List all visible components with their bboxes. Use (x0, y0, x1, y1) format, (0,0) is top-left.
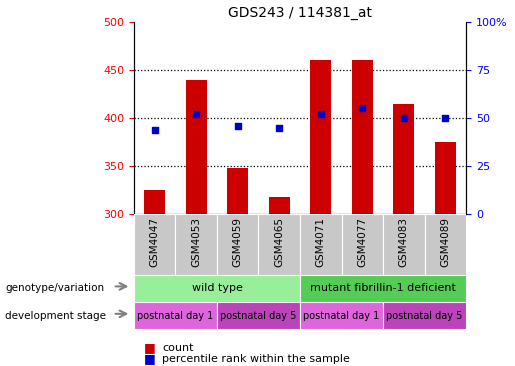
Point (192, 111, 200, 117)
Point (358, 105, 366, 111)
Text: GSM4047: GSM4047 (150, 217, 160, 267)
Text: postnatal day 1: postnatal day 1 (303, 311, 380, 321)
Point (150, 127, 159, 132)
Bar (259, 214, 300, 274)
Text: GSM4065: GSM4065 (274, 217, 284, 267)
Bar (144, 190, 165, 214)
Bar (311, 60, 331, 214)
Text: GSM4089: GSM4089 (440, 217, 450, 267)
Point (234, 123, 242, 129)
Text: ■: ■ (144, 352, 156, 365)
Bar (134, 214, 176, 274)
Text: postnatal day 5: postnatal day 5 (386, 311, 463, 321)
Bar (134, 274, 300, 302)
Bar (217, 214, 259, 274)
Bar (435, 142, 456, 214)
Point (441, 115, 450, 121)
Text: wild type: wild type (192, 283, 243, 293)
Text: development stage: development stage (5, 311, 106, 321)
Point (317, 111, 325, 117)
Text: GSM4053: GSM4053 (191, 217, 201, 267)
Bar (300, 302, 383, 329)
Bar (134, 302, 217, 329)
Bar (300, 274, 466, 302)
Text: genotype/variation: genotype/variation (5, 283, 104, 293)
Text: postnatal day 1: postnatal day 1 (138, 311, 214, 321)
Bar (383, 302, 466, 329)
Title: GDS243 / 114381_at: GDS243 / 114381_at (228, 5, 372, 19)
Bar (176, 214, 217, 274)
Bar (393, 104, 414, 214)
Text: mutant fibrillin-1 deficient: mutant fibrillin-1 deficient (310, 283, 456, 293)
Point (400, 115, 408, 121)
Text: ■: ■ (144, 341, 156, 354)
Bar (269, 197, 289, 214)
Point (275, 125, 283, 131)
Text: postnatal day 5: postnatal day 5 (220, 311, 297, 321)
Text: GSM4083: GSM4083 (399, 217, 409, 267)
Bar (300, 214, 341, 274)
Bar (217, 302, 300, 329)
Bar (186, 80, 207, 214)
Bar (352, 60, 373, 214)
Text: percentile rank within the sample: percentile rank within the sample (162, 354, 350, 364)
Bar (227, 168, 248, 214)
Bar (383, 214, 424, 274)
Bar (424, 214, 466, 274)
Bar (341, 214, 383, 274)
Text: count: count (162, 343, 194, 353)
Text: GSM4059: GSM4059 (233, 217, 243, 267)
Text: GSM4071: GSM4071 (316, 217, 326, 267)
Text: GSM4077: GSM4077 (357, 217, 367, 267)
